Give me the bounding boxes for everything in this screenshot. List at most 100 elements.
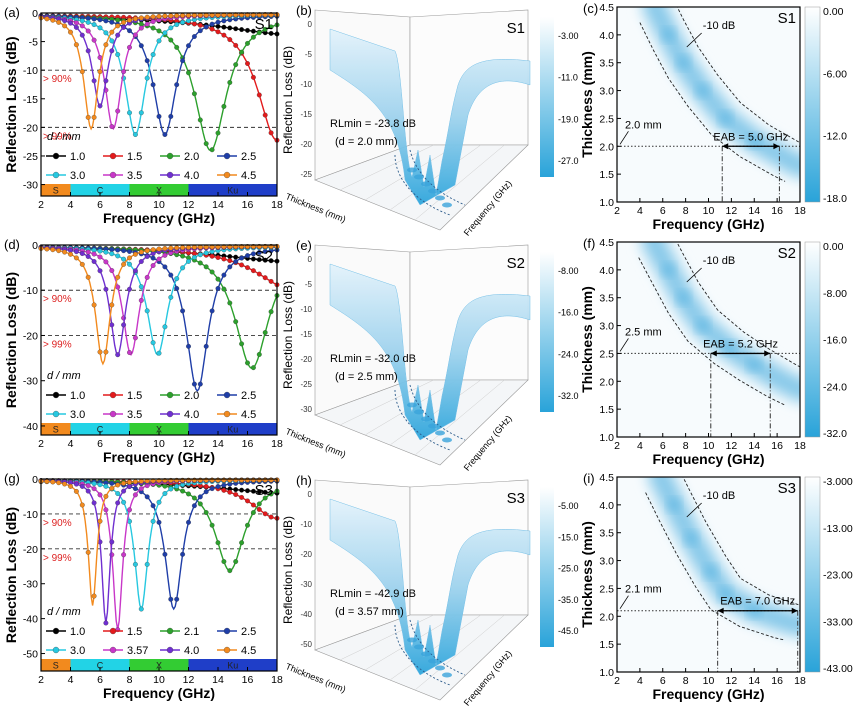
series-point	[97, 492, 103, 498]
y-tick-label: 4.5	[599, 2, 614, 14]
floor-grid	[389, 379, 481, 446]
series-point	[268, 30, 274, 36]
z-tick-label: -15	[300, 110, 312, 119]
y-axis-label: Thickness (mm)	[579, 51, 595, 158]
series-point	[256, 507, 262, 512]
legend-label: 1.5	[127, 626, 142, 638]
z-tick-label: -30	[300, 580, 312, 589]
floor-projection-spot	[442, 437, 452, 443]
x-tick-label: 4	[68, 199, 74, 211]
series-point	[209, 486, 215, 492]
band-label: X	[156, 661, 162, 671]
series-point	[50, 17, 56, 23]
floor-projection-spot	[421, 651, 431, 657]
series-point	[109, 322, 115, 328]
series-point	[168, 245, 174, 251]
series-point	[121, 248, 127, 254]
colorbar-tick-label: -24.0	[823, 381, 847, 393]
series-point	[262, 257, 268, 263]
band-label: X	[156, 425, 162, 435]
y-tick-label: -20	[23, 330, 38, 342]
series-point	[109, 19, 115, 25]
series-point	[132, 132, 138, 137]
legend-label: 2.5	[241, 151, 256, 163]
series-point	[79, 23, 85, 29]
series-point	[186, 18, 191, 24]
y-tick-label: -30	[23, 180, 38, 192]
series-point	[150, 19, 156, 25]
series-point	[180, 245, 186, 251]
series-point	[103, 18, 109, 24]
panel-label: (e)	[296, 238, 312, 253]
series-point	[162, 30, 168, 36]
y-tick-label: -15	[23, 94, 38, 106]
series-point	[256, 257, 262, 263]
series-point	[227, 37, 233, 43]
series-point	[250, 502, 256, 508]
legend-label: 1.0	[70, 151, 85, 163]
series-point	[262, 511, 268, 517]
series-point	[97, 268, 103, 274]
series-point	[121, 480, 127, 486]
contour-pointer	[686, 32, 702, 48]
series-point	[103, 349, 109, 355]
rlmin-label: RLmin = -23.8 dB	[330, 118, 416, 130]
series-point	[191, 12, 197, 18]
series-point	[79, 18, 85, 24]
series-point	[245, 360, 250, 366]
z-axis-label: Reflection Loss (dB)	[281, 281, 295, 389]
y-tick-label: -10	[23, 65, 38, 77]
y-axis-label: Reflection Loss (dB)	[3, 507, 19, 643]
series-point	[174, 245, 180, 251]
y-axis-label: Thickness (mm)	[579, 286, 595, 393]
series-point	[138, 25, 144, 31]
series-point	[138, 259, 144, 264]
series-point	[168, 13, 174, 19]
series-point	[162, 252, 168, 258]
colorbar-tick-label: -32.0	[823, 428, 847, 440]
series-point	[191, 254, 197, 260]
series-point	[115, 23, 121, 29]
series-point	[227, 254, 233, 259]
series-point	[115, 352, 121, 358]
thickness-pointer	[619, 338, 629, 352]
series-point	[221, 32, 227, 38]
y-tick-label: 4.0	[599, 30, 614, 42]
heatmap-body	[636, 242, 800, 407]
band-label: C	[97, 186, 104, 196]
series-point	[233, 487, 239, 493]
series-point	[203, 264, 209, 270]
colorbar	[540, 17, 554, 177]
colorbar-tick-label: -13.00	[823, 523, 853, 535]
sample-title: S2	[507, 255, 525, 272]
series-point	[174, 596, 180, 602]
legend-label: 4.0	[184, 409, 199, 421]
series-point	[180, 58, 186, 64]
band-ku	[188, 659, 277, 671]
series-point	[138, 110, 144, 116]
colorbar-tick-label: -25.0	[558, 564, 579, 574]
series-point	[268, 514, 274, 520]
threshold-label: > 90%	[43, 74, 72, 85]
series-point	[144, 494, 150, 500]
series-point	[79, 483, 85, 489]
series-point	[180, 308, 186, 314]
legend-marker	[52, 171, 60, 179]
colorbar	[540, 487, 554, 647]
panel-label: (f)	[583, 236, 595, 251]
z-tick-label: -20	[300, 140, 312, 149]
y-tick-label: 3.0	[599, 86, 614, 98]
absorption-peak	[722, 340, 737, 355]
series-point	[132, 251, 138, 257]
series-point	[127, 286, 132, 292]
x-tick-label: 16	[771, 440, 783, 452]
y-tick-label: 2.0	[599, 376, 614, 388]
absorption-peak	[667, 497, 682, 512]
series-point	[191, 495, 197, 501]
series-point	[68, 29, 73, 35]
series-point	[250, 251, 256, 257]
series-point	[103, 30, 109, 36]
floor-projection-spot	[442, 672, 452, 678]
y-tick-label: 2.5	[599, 583, 614, 595]
